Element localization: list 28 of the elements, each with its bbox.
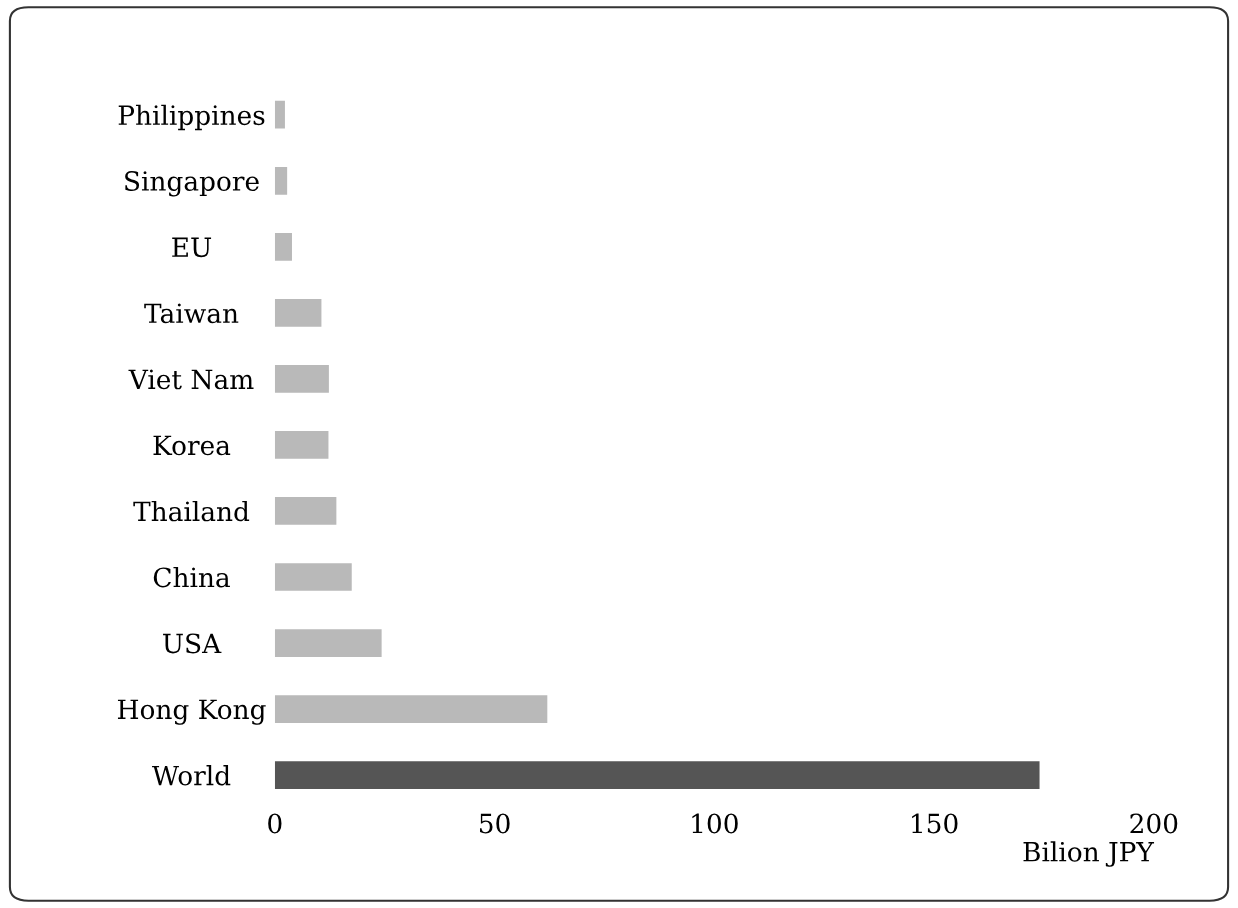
y-tick-label: USA [163, 633, 222, 654]
x-tick-label: 150 [912, 813, 958, 834]
bar [274, 365, 329, 393]
y-tick-label: World [152, 765, 231, 786]
bar [274, 100, 285, 129]
y-tick-label: Singapore [125, 171, 259, 197]
y-tick-label: Hong Kong [117, 699, 266, 725]
y-tick-label: Philippines [118, 104, 265, 131]
bar [274, 563, 352, 591]
y-tick-label: Korea [153, 435, 231, 456]
y-tick-label: Thailand [133, 500, 250, 522]
x-axis-title: Bilion JPY [1023, 841, 1155, 867]
bar [274, 166, 288, 195]
y-tick-label: Taiwan [144, 303, 239, 324]
bar [274, 761, 1040, 789]
x-tick-label: 50 [480, 813, 510, 834]
bar [274, 298, 322, 327]
y-tick-label: China [153, 566, 230, 588]
bar [274, 431, 329, 459]
bar [274, 629, 382, 657]
x-tick-label: 0 [268, 813, 282, 834]
bar [274, 695, 548, 723]
bar [274, 497, 337, 525]
x-tick-label: 200 [1130, 813, 1178, 834]
y-tick-label: EU [172, 237, 212, 258]
y-tick-label: Viet Nam [128, 369, 254, 390]
bar [274, 232, 292, 261]
x-tick-label: 100 [692, 813, 738, 834]
